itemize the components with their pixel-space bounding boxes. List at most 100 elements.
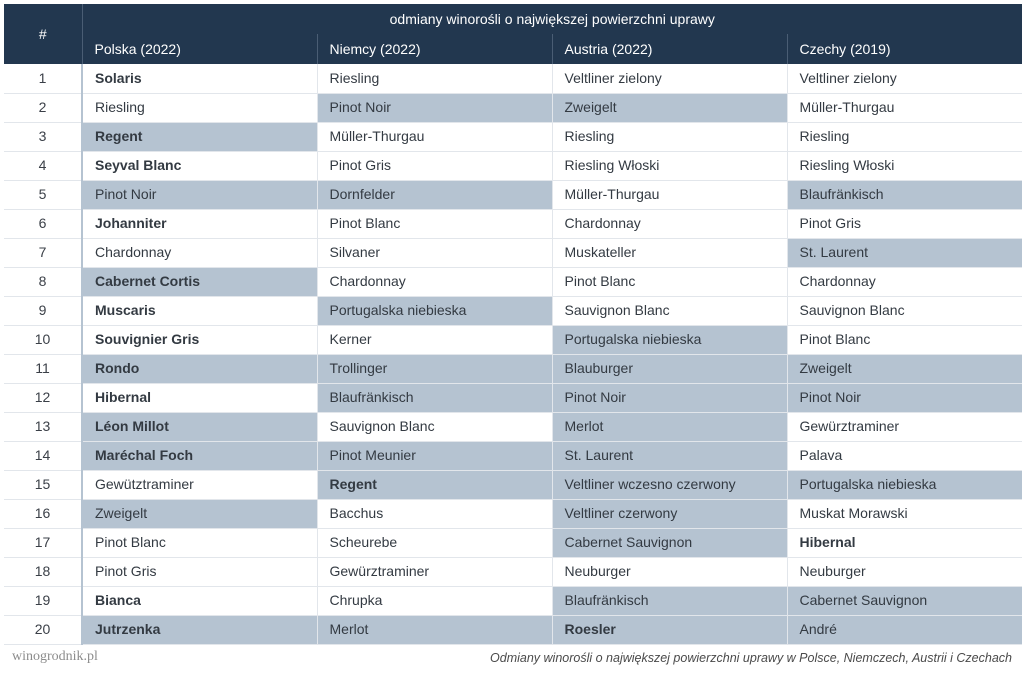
variety-cell: Pinot Blanc [787,325,1022,354]
table-row: 8Cabernet CortisChardonnayPinot BlancCha… [4,267,1022,296]
variety-cell: Pinot Blanc [552,267,787,296]
variety-name: Blauburger [565,360,634,376]
variety-cell: Veltliner czerwony [552,499,787,528]
table-row: 12HibernalBlaufränkischPinot NoirPinot N… [4,383,1022,412]
footer: winogrodnik.pl Odmiany winorośli o najwi… [4,645,1020,665]
variety-name: Portugalska niebieska [565,331,702,347]
variety-name: Scheurebe [330,534,398,550]
variety-cell: Neuburger [787,557,1022,586]
variety-cell: Regent [82,122,317,151]
variety-name: Chardonnay [800,273,876,289]
variety-name: St. Laurent [565,447,634,463]
variety-name: Bianca [95,592,141,608]
variety-cell: Hibernal [787,528,1022,557]
variety-name: Pinot Blanc [800,331,871,347]
variety-cell: Pinot Noir [82,180,317,209]
variety-cell: Muscaris [82,296,317,325]
variety-cell: Müller-Thurgau [317,122,552,151]
variety-name: Pinot Noir [565,389,626,405]
table-row: 20JutrzenkaMerlotRoeslerAndré [4,615,1022,644]
variety-name: Hibernal [95,389,151,405]
variety-cell: Portugalska niebieska [552,325,787,354]
variety-cell: Blaufränkisch [552,586,787,615]
variety-cell: Müller-Thurgau [552,180,787,209]
variety-cell: Bianca [82,586,317,615]
variety-cell: Palava [787,441,1022,470]
table-row: 17Pinot BlancScheurebeCabernet Sauvignon… [4,528,1022,557]
variety-cell: Bacchus [317,499,552,528]
variety-cell: Pinot Gris [787,209,1022,238]
variety-name: Veltliner zielony [565,70,662,86]
variety-name: Müller-Thurgau [800,99,895,115]
variety-cell: Blaufränkisch [317,383,552,412]
variety-name: Pinot Noir [95,186,156,202]
variety-cell: Riesling [82,93,317,122]
variety-name: Dornfelder [330,186,395,202]
table-row: 19BiancaChrupkaBlaufränkischCabernet Sau… [4,586,1022,615]
variety-name: Cabernet Sauvignon [800,592,928,608]
variety-name: Riesling [95,99,145,115]
variety-name: Kerner [330,331,372,347]
variety-name: Gewürztraminer [330,563,430,579]
rank-cell: 20 [4,615,82,644]
col-header-poland: Polska (2022) [82,34,317,64]
variety-cell: Silvaner [317,238,552,267]
variety-cell: Pinot Blanc [317,209,552,238]
variety-name: Veltliner zielony [800,70,897,86]
variety-name: Cabernet Sauvignon [565,534,693,550]
variety-cell: Neuburger [552,557,787,586]
variety-name: Bacchus [330,505,384,521]
variety-name: Pinot Blanc [330,215,401,231]
variety-name: Portugalska niebieska [800,476,937,492]
varieties-table: # odmiany winorośli o największej powier… [4,4,1022,645]
variety-name: Souvignier Gris [95,331,199,347]
variety-cell: St. Laurent [787,238,1022,267]
rank-cell: 15 [4,470,82,499]
col-header-czech: Czechy (2019) [787,34,1022,64]
variety-cell: Sauvignon Blanc [787,296,1022,325]
variety-cell: Riesling [787,122,1022,151]
variety-name: Pinot Meunier [330,447,416,463]
variety-name: Riesling [330,70,380,86]
table-row: 11RondoTrollingerBlauburgerZweigelt [4,354,1022,383]
rank-cell: 4 [4,151,82,180]
rank-cell: 10 [4,325,82,354]
variety-name: Veltliner wczesno czerwony [565,476,736,492]
variety-name: Riesling Włoski [565,157,660,173]
table-row: 13Léon MillotSauvignon BlancMerlotGewürz… [4,412,1022,441]
table-row: 16ZweigeltBacchusVeltliner czerwonyMuska… [4,499,1022,528]
rank-cell: 2 [4,93,82,122]
variety-cell: Muskateller [552,238,787,267]
variety-name: Pinot Gris [800,215,861,231]
variety-cell: Zweigelt [552,93,787,122]
variety-cell: Roesler [552,615,787,644]
variety-cell: Chrupka [317,586,552,615]
variety-cell: Muskat Morawski [787,499,1022,528]
variety-cell: Solaris [82,64,317,93]
variety-name: Chardonnay [565,215,641,231]
variety-name: Pinot Noir [800,389,861,405]
variety-name: Portugalska niebieska [330,302,467,318]
table-row: 15GewütztraminerRegentVeltliner wczesno … [4,470,1022,499]
variety-name: Léon Millot [95,418,169,434]
rank-cell: 11 [4,354,82,383]
variety-cell: Johanniter [82,209,317,238]
variety-name: Blaufränkisch [565,592,649,608]
variety-cell: Pinot Blanc [82,528,317,557]
variety-cell: Pinot Gris [82,557,317,586]
variety-cell: Pinot Noir [317,93,552,122]
variety-cell: Veltliner zielony [787,64,1022,93]
variety-cell: Portugalska niebieska [317,296,552,325]
variety-name: Muskat Morawski [800,505,908,521]
variety-name: Müller-Thurgau [330,128,425,144]
title-header: odmiany winorośli o największej powierzc… [82,4,1022,34]
variety-name: Riesling [800,128,850,144]
variety-name: Pinot Gris [330,157,391,173]
variety-name: Chardonnay [330,273,406,289]
variety-cell: Zweigelt [82,499,317,528]
variety-cell: Zweigelt [787,354,1022,383]
variety-cell: Portugalska niebieska [787,470,1022,499]
variety-cell: Rondo [82,354,317,383]
variety-name: Riesling Włoski [800,157,895,173]
variety-cell: Maréchal Foch [82,441,317,470]
